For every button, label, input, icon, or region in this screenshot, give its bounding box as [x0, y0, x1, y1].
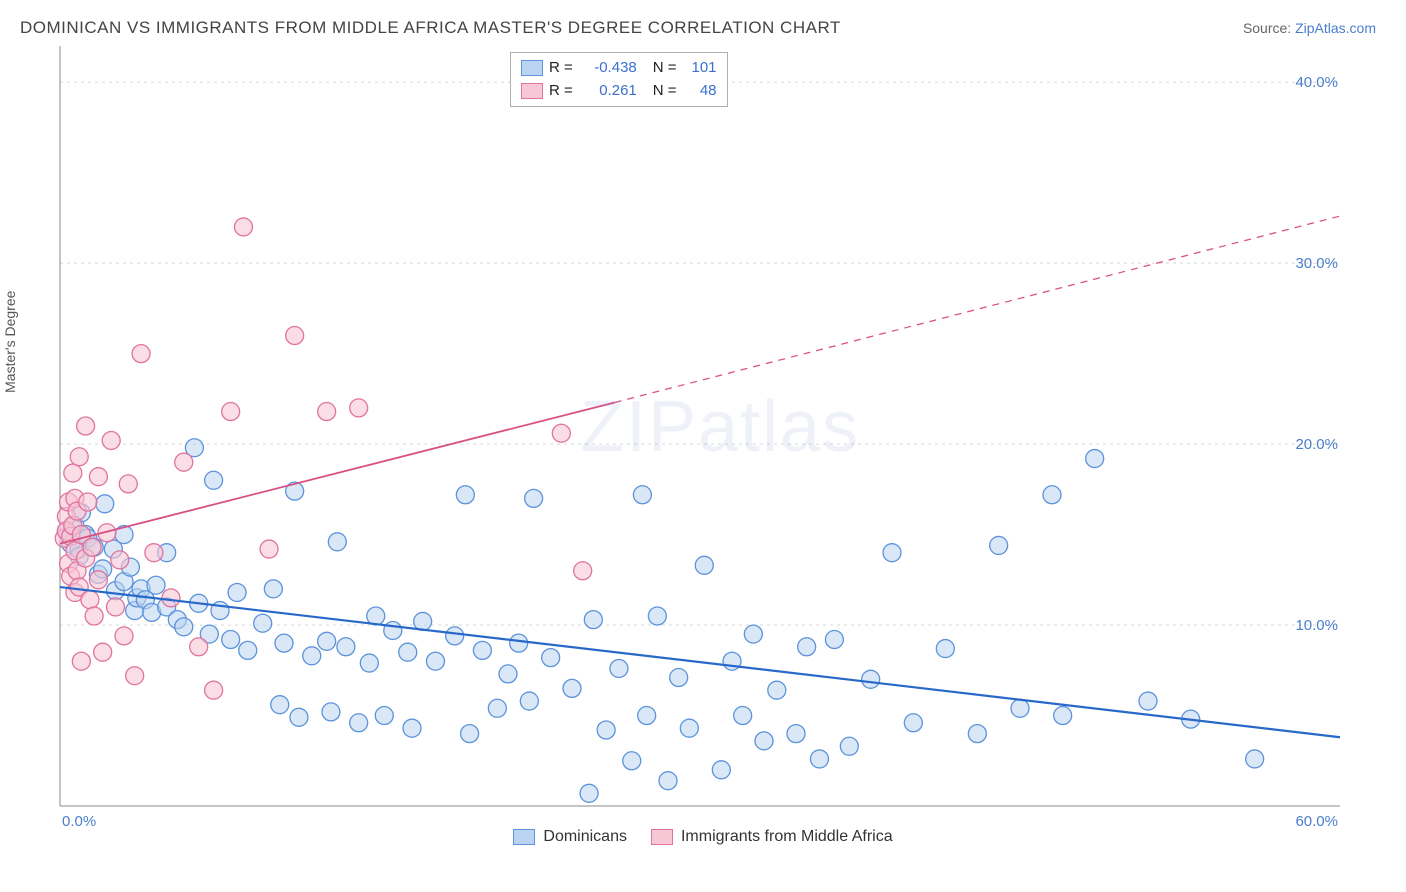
- legend-label: Dominicans: [543, 828, 627, 846]
- svg-text:30.0%: 30.0%: [1295, 255, 1338, 272]
- legend-n-value: 48: [683, 80, 717, 103]
- legend-item: Dominicans: [513, 828, 627, 846]
- svg-text:40.0%: 40.0%: [1295, 74, 1338, 91]
- legend-label: Immigrants from Middle Africa: [681, 828, 893, 846]
- legend-r-value: 0.261: [579, 80, 637, 103]
- legend-item: Immigrants from Middle Africa: [651, 828, 893, 846]
- series-legend: Dominicans Immigrants from Middle Africa: [0, 828, 1406, 846]
- legend-n-label: N =: [653, 57, 677, 80]
- chart-title: DOMINICAN VS IMMIGRANTS FROM MIDDLE AFRI…: [20, 18, 841, 38]
- correlation-legend: R = -0.438 N = 101 R = 0.261 N = 48: [510, 52, 728, 107]
- legend-swatch: [513, 829, 535, 845]
- scatter-plot: 10.0% 20.0% 30.0% 40.0% 0.0% 60.0%: [20, 46, 1360, 826]
- legend-swatch: [651, 829, 673, 845]
- header: DOMINICAN VS IMMIGRANTS FROM MIDDLE AFRI…: [0, 0, 1406, 46]
- svg-text:10.0%: 10.0%: [1295, 617, 1338, 634]
- legend-n-label: N =: [653, 80, 677, 103]
- legend-swatch: [521, 60, 543, 76]
- legend-r-label: R =: [549, 57, 573, 80]
- svg-text:0.0%: 0.0%: [62, 813, 96, 826]
- legend-r-value: -0.438: [579, 57, 637, 80]
- source-link[interactable]: ZipAtlas.com: [1295, 20, 1376, 36]
- chart-area: Master's Degree ZIPatlas 10.0%20.0%30.0%…: [20, 46, 1386, 826]
- legend-row: R = -0.438 N = 101: [521, 57, 717, 80]
- y-axis-label: Master's Degree: [2, 291, 18, 393]
- legend-swatch: [521, 83, 543, 99]
- svg-text:20.0%: 20.0%: [1295, 436, 1338, 453]
- source-citation: Source: ZipAtlas.com: [1243, 20, 1376, 36]
- legend-row: R = 0.261 N = 48: [521, 80, 717, 103]
- legend-n-value: 101: [683, 57, 717, 80]
- legend-r-label: R =: [549, 80, 573, 103]
- svg-text:60.0%: 60.0%: [1295, 813, 1338, 826]
